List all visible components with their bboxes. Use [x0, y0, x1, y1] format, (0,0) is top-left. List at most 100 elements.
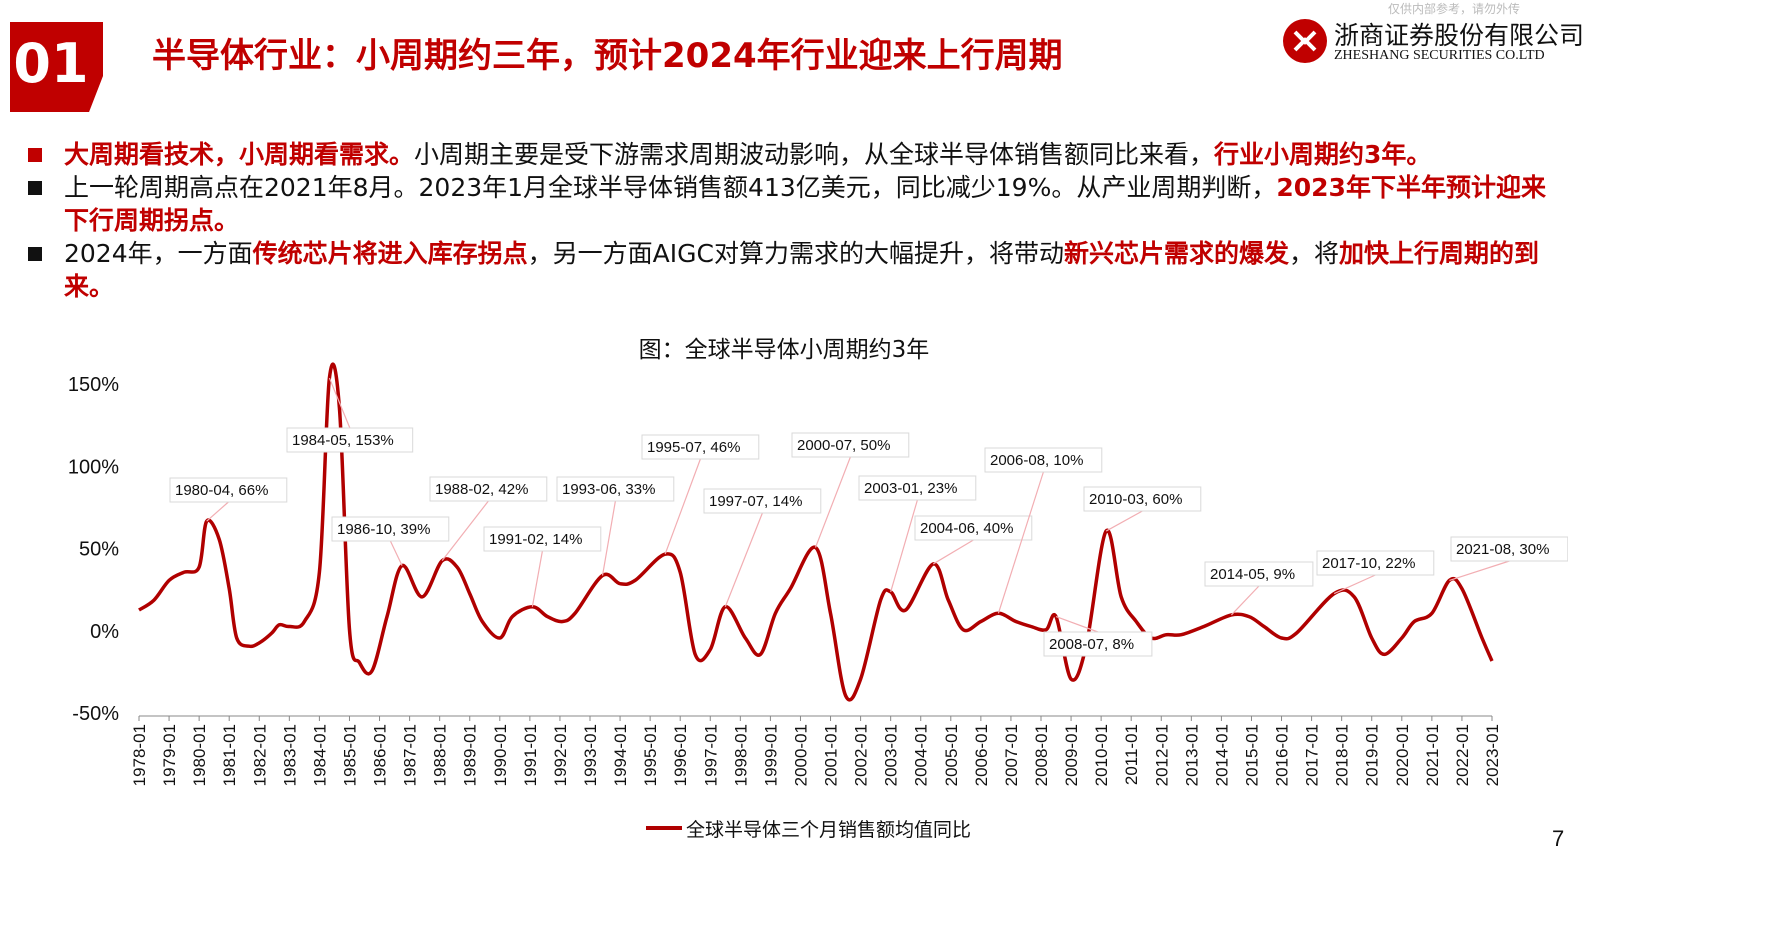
company-logo: 浙商证券股份有限公司 ZHESHANG SECURITIES CO.LTD [1282, 14, 1584, 70]
y-tick-label: 50% [79, 539, 119, 561]
x-tick-label: 1985-01 [340, 724, 359, 786]
logo-name-cn: 浙商证券股份有限公司 [1334, 21, 1585, 50]
section-badge: 01 [10, 22, 103, 112]
x-tick-label: 2007-01 [1002, 724, 1021, 786]
annotation-leader [724, 512, 763, 607]
annotation-box [791, 432, 910, 458]
annotation-leader [932, 539, 974, 565]
highlight-text: 传统芯片将进入库存拐点 [252, 239, 528, 268]
annotation-leader [1055, 616, 1099, 633]
annotation-box [1316, 550, 1435, 576]
x-tick-label: 2013-01 [1182, 724, 1201, 786]
line-chart: 150% 100% 50% 0% -50% 1978-01 1979-01 1980-01 19… [68, 362, 1568, 786]
annotation-label: 1986-10, 39% [337, 521, 430, 538]
x-tick-label: 1979-01 [160, 724, 179, 786]
zheshang-logo-icon [1283, 19, 1327, 63]
x-tick-label: 2004-01 [912, 724, 931, 786]
body-text: 上一轮周期高点在2021年8月。2023年1月全球半导体销售额413亿美元，同比… [64, 173, 1277, 202]
body-text: ，另一方面AIGC对算力需求的大幅提升，将带动 [527, 239, 1064, 268]
y-tick-label: -50% [72, 703, 119, 725]
x-tick-label: 1989-01 [461, 724, 480, 786]
x-tick-label: 2017-01 [1303, 724, 1322, 786]
x-tick-label: 1988-01 [431, 724, 450, 786]
x-tick-label: 1980-01 [190, 724, 209, 786]
page-number: 7 [1552, 826, 1565, 851]
annotation-box [858, 475, 977, 501]
annotation-box [556, 476, 675, 502]
annotation-box [914, 515, 1033, 541]
annotation-label: 1988-02, 42% [435, 481, 528, 498]
x-tick-label: 1999-01 [761, 724, 780, 786]
annotation-leader [441, 500, 489, 562]
annotation-box [169, 477, 288, 503]
annotation-leader [328, 377, 351, 429]
x-tick-label: 2011-01 [1122, 724, 1141, 785]
annotation-leader [664, 458, 701, 555]
bullet-square-icon [28, 148, 42, 162]
bullet-list: 大周期看技术，小周期看需求。小周期主要是受下游需求周期波动影响，从全球半导体销售… [24, 138, 1554, 303]
x-tick-label: 2016-01 [1273, 724, 1292, 786]
annotation-leader [531, 550, 543, 607]
x-tick-label: 1996-01 [671, 724, 690, 786]
annotation-label: 2003-01, 23% [864, 480, 957, 497]
x-tick-label: 2019-01 [1363, 724, 1382, 786]
top-note: 仅供内部参考，请勿外传 [1388, 2, 1521, 16]
bullet-item: 2024年，一方面传统芯片将进入库存拐点，另一方面AIGC对算力需求的大幅提升，… [24, 237, 1554, 303]
x-tick-label: 2010-01 [1092, 724, 1111, 786]
x-tick-label: 2002-01 [852, 724, 871, 786]
annotation-label: 2006-08, 10% [990, 452, 1083, 469]
annotation-box [641, 434, 760, 460]
x-tick-label: 1991-01 [521, 724, 540, 786]
x-tick-label: 1995-01 [641, 724, 660, 786]
annotation-leader [601, 500, 616, 576]
x-tick-label: 2003-01 [882, 724, 901, 786]
annotation-label: 2014-05, 9% [1210, 566, 1295, 583]
annotation-leader [1333, 574, 1376, 595]
x-tick-label: 1983-01 [280, 724, 299, 786]
annotation-label: 2017-10, 22% [1322, 555, 1415, 572]
bullet-square-icon [28, 247, 42, 261]
annotation-leader [814, 456, 851, 548]
x-tick-label: 1998-01 [731, 724, 750, 786]
y-tick-label: 0% [90, 621, 119, 643]
highlight-text: 加快上行周期的到来。 [64, 239, 1539, 301]
body-text: ，将 [1288, 239, 1339, 268]
x-tick-label: 2006-01 [972, 724, 991, 786]
y-tick-label: 100% [68, 456, 119, 478]
annotation-label: 2004-06, 40% [920, 520, 1013, 537]
x-tick-label: 2015-01 [1242, 724, 1261, 786]
annotation-label: 1993-06, 33% [562, 481, 655, 498]
legend-swatch [646, 826, 682, 830]
x-tick-label: 1981-01 [220, 724, 239, 786]
annotation-label: 2008-07, 8% [1049, 636, 1134, 653]
bullet-item: 上一轮周期高点在2021年8月。2023年1月全球半导体销售额413亿美元，同比… [24, 171, 1554, 237]
x-tick-label: 1994-01 [611, 724, 630, 786]
annotation-box [429, 476, 548, 502]
annotation-box [1450, 536, 1568, 562]
x-tick-label: 2021-01 [1423, 724, 1442, 786]
annotation-box [1083, 486, 1202, 512]
x-tick-label: 2005-01 [942, 724, 961, 786]
annotation-label: 2000-07, 50% [797, 437, 890, 454]
section-number: 01 [13, 32, 89, 95]
annotation-label: 1984-05, 153% [292, 432, 394, 449]
logo-name-en: ZHESHANG SECURITIES CO.LTD [1334, 48, 1545, 63]
highlight-text: 2023年下半年预计迎来下行周期拐点。 [64, 173, 1546, 235]
annotation-box [984, 447, 1103, 473]
bullet-item: 大周期看技术，小周期看需求。小周期主要是受下游需求周期波动影响，从全球半导体销售… [24, 138, 1554, 171]
annotation-label: 2010-03, 60% [1089, 491, 1182, 508]
x-tick-label: 2020-01 [1393, 724, 1412, 786]
x-tick-label: 2022-01 [1453, 724, 1472, 786]
x-tick-label: 2018-01 [1333, 724, 1352, 786]
series-line [138, 362, 1494, 702]
legend-label: 全球半导体三个月销售额均值同比 [686, 818, 972, 841]
annotation-leader [1449, 560, 1510, 581]
annotation-leader [389, 540, 403, 566]
highlight-text: 新兴芯片需求的爆发 [1063, 239, 1289, 268]
x-tick-label: 1990-01 [491, 724, 510, 786]
highlight-text: 行业小周期约3年。 [1214, 140, 1432, 169]
x-tick-label: 2000-01 [791, 724, 810, 786]
annotation-box [286, 427, 414, 453]
annotation-box [483, 526, 602, 552]
annotation-label: 1991-02, 14% [489, 531, 582, 548]
